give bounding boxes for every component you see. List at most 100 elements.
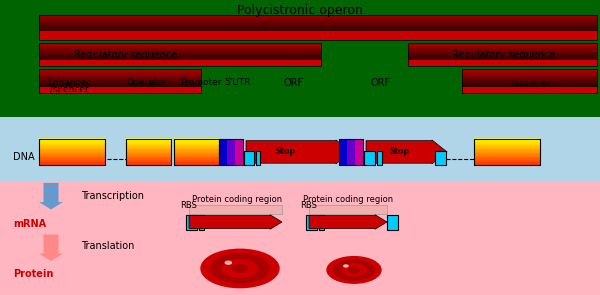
Bar bbox=[39, 92, 201, 93]
Bar bbox=[39, 75, 201, 76]
Bar bbox=[39, 85, 201, 86]
Bar bbox=[39, 54, 321, 55]
Bar bbox=[39, 141, 105, 143]
Bar bbox=[39, 160, 105, 161]
Bar bbox=[39, 152, 105, 153]
Bar bbox=[235, 139, 243, 165]
Bar bbox=[462, 85, 597, 86]
Bar bbox=[39, 30, 597, 31]
Bar bbox=[126, 158, 171, 160]
Bar bbox=[39, 78, 201, 79]
Text: Promoter: Promoter bbox=[180, 78, 222, 87]
Bar bbox=[39, 48, 321, 49]
Bar bbox=[474, 163, 540, 165]
Bar bbox=[408, 51, 597, 52]
Bar bbox=[39, 20, 597, 21]
Bar bbox=[435, 150, 446, 165]
Bar bbox=[462, 69, 597, 93]
Circle shape bbox=[349, 267, 359, 273]
Bar bbox=[39, 23, 597, 24]
Bar bbox=[126, 144, 171, 145]
Bar bbox=[462, 90, 597, 91]
Bar bbox=[39, 43, 321, 66]
Bar bbox=[39, 39, 597, 40]
Bar bbox=[39, 27, 597, 28]
Bar bbox=[39, 15, 597, 16]
Bar bbox=[39, 157, 105, 159]
Bar bbox=[174, 161, 219, 163]
Bar bbox=[39, 31, 597, 32]
Bar bbox=[126, 156, 171, 157]
FancyBboxPatch shape bbox=[0, 117, 600, 181]
Bar bbox=[39, 156, 105, 157]
Bar bbox=[174, 158, 219, 160]
Bar bbox=[462, 74, 597, 75]
Bar bbox=[474, 157, 540, 159]
Text: Operator: Operator bbox=[127, 78, 167, 87]
Bar bbox=[408, 48, 597, 49]
Bar bbox=[39, 33, 597, 34]
Circle shape bbox=[225, 261, 232, 264]
Bar bbox=[462, 87, 597, 93]
Bar bbox=[174, 154, 219, 156]
Bar bbox=[39, 17, 597, 18]
Bar bbox=[39, 35, 597, 36]
Text: ORF: ORF bbox=[284, 78, 304, 88]
Circle shape bbox=[223, 260, 257, 277]
Bar bbox=[39, 37, 597, 38]
Bar bbox=[408, 57, 597, 58]
FancyBboxPatch shape bbox=[0, 181, 600, 295]
Bar bbox=[462, 78, 597, 79]
Bar bbox=[462, 73, 597, 74]
Text: RBS: RBS bbox=[301, 201, 317, 210]
Bar bbox=[408, 44, 597, 45]
Bar bbox=[408, 55, 597, 56]
Bar bbox=[408, 46, 597, 47]
Text: Protein coding region: Protein coding region bbox=[303, 195, 393, 204]
Bar bbox=[462, 82, 597, 83]
Bar bbox=[39, 70, 201, 71]
Text: Stop: Stop bbox=[389, 147, 409, 156]
Bar bbox=[39, 158, 105, 160]
Circle shape bbox=[201, 249, 279, 288]
Bar bbox=[39, 36, 597, 37]
Bar bbox=[39, 34, 597, 35]
Bar bbox=[39, 53, 321, 54]
Text: Regulatory sequence: Regulatory sequence bbox=[452, 50, 556, 60]
Bar bbox=[126, 139, 171, 165]
Bar bbox=[474, 139, 540, 165]
Bar bbox=[126, 138, 171, 140]
Bar bbox=[39, 88, 201, 89]
Bar bbox=[39, 47, 321, 48]
Bar bbox=[474, 153, 540, 155]
Bar bbox=[39, 148, 105, 149]
Bar bbox=[408, 65, 597, 66]
Bar bbox=[474, 148, 540, 149]
Bar bbox=[126, 145, 171, 147]
Bar bbox=[126, 160, 171, 161]
Bar bbox=[39, 150, 105, 152]
Bar bbox=[39, 22, 597, 23]
Text: Stop: Stop bbox=[275, 147, 295, 156]
Bar bbox=[39, 25, 597, 26]
Bar bbox=[174, 162, 219, 164]
Bar bbox=[39, 60, 321, 66]
Bar bbox=[126, 161, 171, 163]
Bar bbox=[39, 69, 201, 93]
Bar bbox=[462, 80, 597, 81]
Bar bbox=[39, 161, 105, 163]
Bar bbox=[408, 58, 597, 59]
Bar bbox=[39, 73, 201, 74]
Bar bbox=[39, 154, 105, 156]
Bar bbox=[474, 154, 540, 156]
Bar bbox=[39, 87, 201, 93]
Text: Protein coding region: Protein coding region bbox=[192, 195, 282, 204]
Bar bbox=[174, 153, 219, 155]
Circle shape bbox=[342, 264, 366, 276]
Text: Transcription: Transcription bbox=[81, 191, 144, 201]
Bar bbox=[39, 31, 597, 40]
Bar bbox=[219, 139, 243, 165]
Bar bbox=[39, 65, 321, 66]
Bar bbox=[474, 161, 540, 163]
Bar bbox=[462, 88, 597, 89]
